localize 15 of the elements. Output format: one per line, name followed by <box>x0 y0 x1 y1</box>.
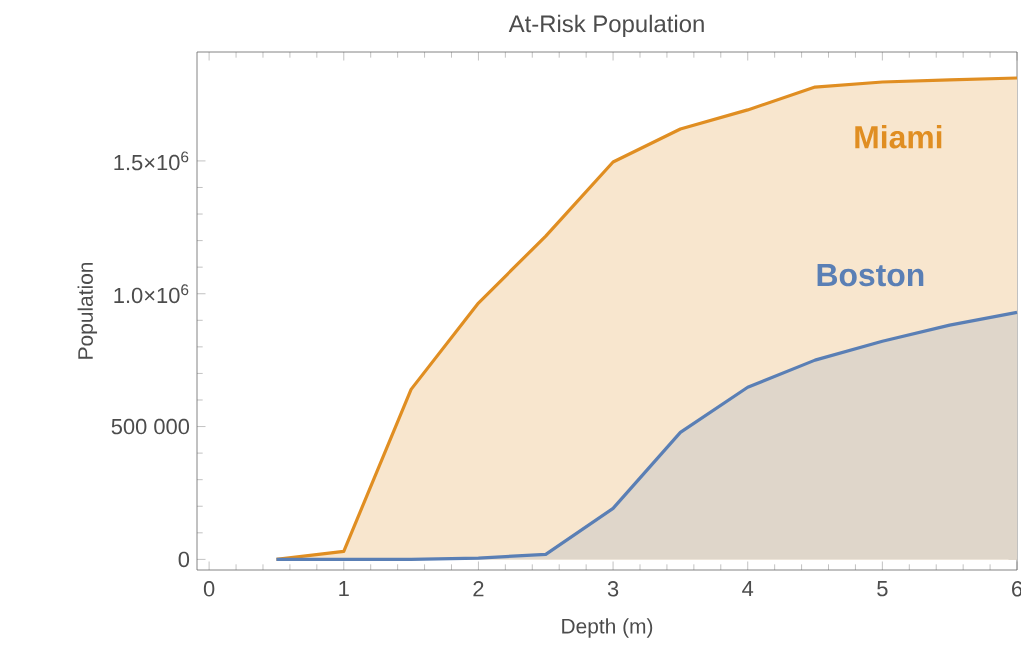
x-tick-label: 4 <box>742 581 754 597</box>
series-label: Miami <box>855 125 942 149</box>
series-label: Boston <box>817 263 924 287</box>
x-axis-title: Depth (m) <box>562 618 653 638</box>
x-tick-label: 1 <box>339 581 349 597</box>
y-tick-label: 1.0×10$^{6}$ <box>114 284 189 304</box>
y-axis-title: Population <box>77 262 98 359</box>
x-tick-label: 5 <box>877 581 888 597</box>
y-tick-label: 500 000 <box>111 418 190 435</box>
y-tick-label: 1.5×10$^{6}$ <box>114 151 189 171</box>
y-tick-label: 0 <box>178 551 190 568</box>
x-tick-label: 0 <box>203 581 215 597</box>
x-tick-label: 3 <box>607 581 619 597</box>
x-tick-label: 2 <box>473 581 484 597</box>
chart-title: At-Risk Population <box>508 14 704 38</box>
